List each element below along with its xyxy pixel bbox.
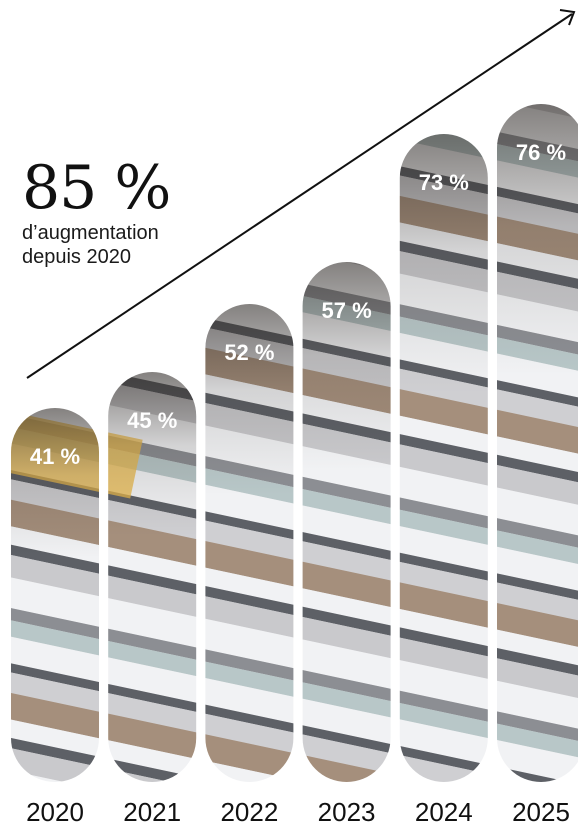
headline-value: 85 %: [22, 153, 171, 223]
bar-group: [11, 104, 578, 782]
bar-value-label-2022: 52 %: [224, 340, 274, 365]
bar-shade-2020: [11, 408, 99, 782]
bar-value-label-2021: 45 %: [127, 408, 177, 433]
bar-shade-2023: [302, 262, 391, 782]
x-axis-label-2020: 2020: [26, 797, 84, 827]
bar-shade-2024: [399, 134, 488, 782]
headline-caption-line-1: d’augmentation: [22, 222, 159, 244]
bar-value-label-2024: 73 %: [419, 170, 469, 195]
trend-arrow-line: [26, 13, 573, 379]
x-axis-label-2024: 2024: [415, 797, 473, 827]
x-axis-label-2023: 2023: [318, 797, 376, 827]
x-axis-label-2025: 2025: [512, 797, 570, 827]
headline-caption-line-2: depuis 2020: [22, 246, 131, 268]
x-axis-labels: 2020 2021 2022 2023 2024 2025: [26, 797, 570, 827]
bar-shade-2022: [205, 304, 294, 782]
x-axis-label-2022: 2022: [220, 797, 278, 827]
x-axis-label-2021: 2021: [123, 797, 181, 827]
bar-shade-2025: [497, 104, 578, 782]
trend-arrow-head-icon: [559, 9, 576, 26]
bar-shade-2021: [108, 372, 197, 782]
headline-block: 85 % d’augmentation depuis 2020: [22, 155, 242, 269]
bar-value-label-2020: 41 %: [30, 444, 80, 469]
bar-value-label-2023: 57 %: [322, 298, 372, 323]
bar-value-labels: 41 % 45 % 52 % 57 % 73 % 76 %: [30, 140, 566, 469]
bar-value-label-2025: 76 %: [516, 140, 566, 165]
